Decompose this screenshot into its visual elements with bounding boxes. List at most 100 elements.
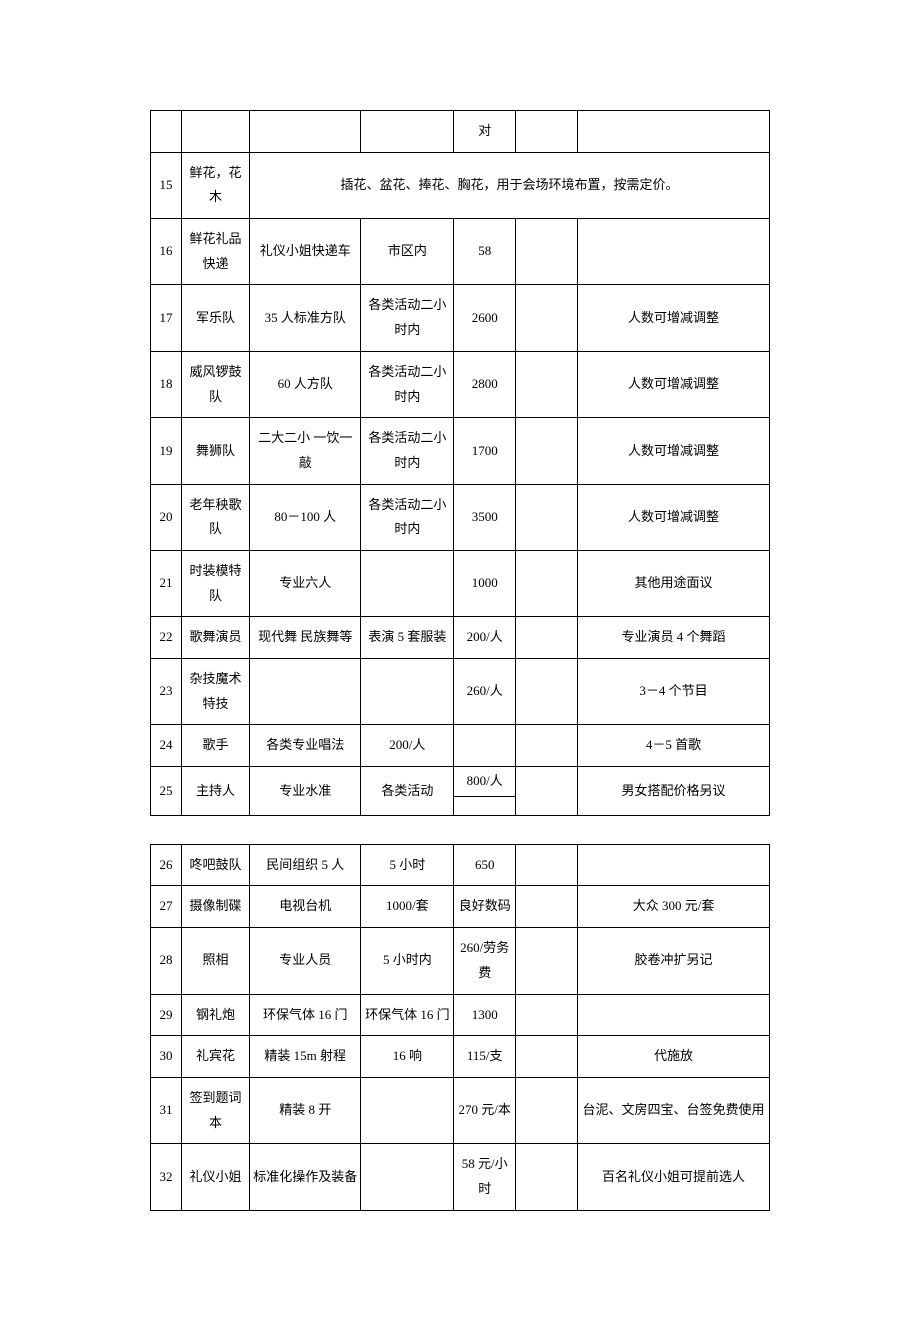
table-cell [516, 725, 578, 767]
table-cell: 17 [151, 285, 182, 351]
table-cell [361, 111, 454, 153]
table-cell: 16 [151, 219, 182, 285]
table-gap [150, 816, 770, 844]
table-cell: 22 [151, 617, 182, 659]
table-row: 30礼宾花精装 15m 射程16 响115/支代施放 [151, 1036, 770, 1078]
table-row: 17军乐队35 人标准方队各类活动二小时内2600人数可增减调整 [151, 285, 770, 351]
table-cell: 人数可增减调整 [578, 351, 770, 417]
table-cell [516, 844, 578, 886]
table-cell [181, 111, 249, 153]
table-cell: 时装模特队 [181, 550, 249, 616]
table-cell: 5 小时内 [361, 928, 454, 994]
table-cell: 良好数码 [454, 886, 516, 928]
table-cell [578, 111, 770, 153]
table-cell [361, 1077, 454, 1143]
table-cell: 200/人 [361, 725, 454, 767]
table-cell: 摄像制碟 [181, 886, 249, 928]
table-row: 25主持人专业水准各类活动800/人男女搭配价格另议 [151, 767, 770, 797]
table-cell: 260/人 [454, 659, 516, 725]
table-cell: 环保气体 16 门 [361, 994, 454, 1036]
table-cell: 各类活动二小时内 [361, 418, 454, 484]
table-cell [516, 767, 578, 816]
table-cell: 人数可增减调整 [578, 418, 770, 484]
table-cell: 杂技魔术特技 [181, 659, 249, 725]
table-cell [516, 659, 578, 725]
table-row: 22歌舞演员现代舞 民族舞等表演 5 套服装200/人专业演员 4 个舞蹈 [151, 617, 770, 659]
table-cell [454, 725, 516, 767]
table-cell: 鲜花礼品快递 [181, 219, 249, 285]
table-cell: 29 [151, 994, 182, 1036]
table-cell: 台泥、文房四宝、台签免费使用 [578, 1077, 770, 1143]
table-cell: 20 [151, 484, 182, 550]
table-cell: 威风锣鼓队 [181, 351, 249, 417]
table-row: 28照相专业人员5 小时内260/劳务费胶卷冲扩另记 [151, 928, 770, 994]
table-cell: 21 [151, 550, 182, 616]
table-cell: 市区内 [361, 219, 454, 285]
table-cell: 代施放 [578, 1036, 770, 1078]
table-row: 18威风锣鼓队60 人方队各类活动二小时内2800人数可增减调整 [151, 351, 770, 417]
table-cell: 23 [151, 659, 182, 725]
table-cell: 各类活动 [361, 767, 454, 816]
table-cell [250, 111, 361, 153]
table-cell: 礼仪小姐快递车 [250, 219, 361, 285]
table-cell: 650 [454, 844, 516, 886]
table-cell [516, 219, 578, 285]
table-cell: 精装 15m 射程 [250, 1036, 361, 1078]
table-cell: 男女搭配价格另议 [578, 767, 770, 816]
table-cell: 60 人方队 [250, 351, 361, 417]
table-cell: 270 元/本 [454, 1077, 516, 1143]
table-cell: 16 响 [361, 1036, 454, 1078]
table-cell [516, 928, 578, 994]
table-row: 21时装模特队专业六人1000其他用途面议 [151, 550, 770, 616]
table-cell: 人数可增减调整 [578, 484, 770, 550]
table-cell: 礼仪小姐 [181, 1144, 249, 1210]
table-cell: 800/人 [454, 767, 516, 797]
table-cell [250, 659, 361, 725]
table-row: 20老年秧歌队80－100 人各类活动二小时内3500人数可增减调整 [151, 484, 770, 550]
table-row: 15鲜花，花木插花、盆花、捧花、胸花，用于会场环境布置，按需定价。 [151, 152, 770, 218]
table-cell [516, 994, 578, 1036]
table-cell: 专业演员 4 个舞蹈 [578, 617, 770, 659]
table-cell: 精装 8 开 [250, 1077, 361, 1143]
table-cell: 200/人 [454, 617, 516, 659]
table-cell: 咚吧鼓队 [181, 844, 249, 886]
table-cell: 现代舞 民族舞等 [250, 617, 361, 659]
table-row: 27摄像制碟电视台机1000/套良好数码大众 300 元/套 [151, 886, 770, 928]
table-cell: 主持人 [181, 767, 249, 816]
table-cell: 4－5 首歌 [578, 725, 770, 767]
table-cell: 插花、盆花、捧花、胸花，用于会场环境布置，按需定价。 [250, 152, 770, 218]
table-cell: 26 [151, 844, 182, 886]
table-cell [578, 219, 770, 285]
table-cell: 28 [151, 928, 182, 994]
table-row: 29钢礼炮环保气体 16 门环保气体 16 门1300 [151, 994, 770, 1036]
table-cell: 1000 [454, 550, 516, 616]
table-cell: 30 [151, 1036, 182, 1078]
table-cell: 15 [151, 152, 182, 218]
table-cell: 歌手 [181, 725, 249, 767]
table-cell: 35 人标准方队 [250, 285, 361, 351]
table-cell: 1300 [454, 994, 516, 1036]
table-cell: 各类活动二小时内 [361, 351, 454, 417]
table-cell: 舞狮队 [181, 418, 249, 484]
table-cell [516, 484, 578, 550]
table-cell: 环保气体 16 门 [250, 994, 361, 1036]
table-cell [151, 111, 182, 153]
table-cell: 标准化操作及装备 [250, 1144, 361, 1210]
table-row: 26咚吧鼓队民间组织 5 人5 小时650 [151, 844, 770, 886]
table-cell: 31 [151, 1077, 182, 1143]
table-cell: 二大二小 一饮一敲 [250, 418, 361, 484]
table-cell: 照相 [181, 928, 249, 994]
table-cell: 专业水准 [250, 767, 361, 816]
table-cell [516, 111, 578, 153]
table-cell [516, 418, 578, 484]
table-cell: 民间组织 5 人 [250, 844, 361, 886]
table-cell [361, 550, 454, 616]
table-cell: 表演 5 套服装 [361, 617, 454, 659]
table-cell [516, 1036, 578, 1078]
table-cell: 签到题词本 [181, 1077, 249, 1143]
table-cell: 胶卷冲扩另记 [578, 928, 770, 994]
table-cell: 老年秧歌队 [181, 484, 249, 550]
table-cell [578, 994, 770, 1036]
table-cell [516, 1144, 578, 1210]
table-cell: 3－4 个节目 [578, 659, 770, 725]
